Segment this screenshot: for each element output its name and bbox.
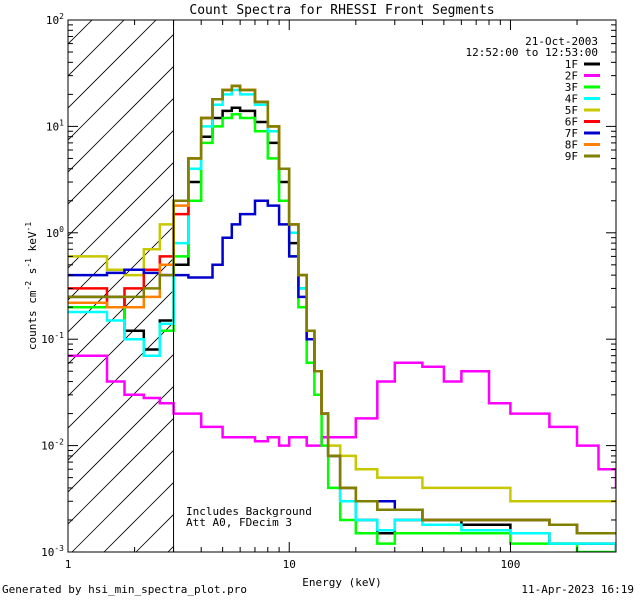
- hatch-line: [264, 0, 640, 552]
- series-4F: [68, 88, 616, 552]
- hatch-line: [68, 193, 174, 301]
- legend-label-7F: 7F: [565, 127, 578, 140]
- series-7F: [68, 199, 616, 535]
- y-tick-label: 102: [46, 12, 64, 27]
- x-tick-label: 10: [283, 558, 296, 571]
- y-tick-label: 10-3: [41, 544, 64, 559]
- hatch-line: [0, 0, 128, 552]
- x-tick-label: 1: [65, 558, 72, 571]
- hatch-line: [68, 20, 157, 109]
- series-5F: [68, 84, 616, 503]
- legend-label-3F: 3F: [565, 81, 578, 94]
- hatch-line: [68, 161, 174, 269]
- date-label: 21-Oct-2003: [525, 35, 598, 48]
- timestamp-text: 11-Apr-2023 16:19: [521, 583, 634, 596]
- legend-label-2F: 2F: [565, 70, 578, 83]
- series-layer: [68, 84, 616, 552]
- y-tick-label: 10-2: [41, 438, 64, 453]
- time-range-label: 12:52:00 to 12:53:00: [466, 46, 598, 59]
- y-tick-label: 100: [46, 225, 64, 240]
- hatch-line: [296, 0, 640, 552]
- hatch-line: [68, 417, 174, 525]
- hatch-line: [68, 385, 174, 493]
- hatch-line: [68, 20, 125, 77]
- hatched-region: [0, 0, 640, 552]
- hatch-line: [71, 449, 174, 552]
- hatch-line: [232, 0, 640, 552]
- legend-label-9F: 9F: [565, 150, 578, 163]
- legend-label-6F: 6F: [565, 116, 578, 129]
- x-tick-label: 100: [501, 558, 521, 571]
- series-2F: [68, 354, 616, 488]
- legend-label-1F: 1F: [565, 58, 578, 71]
- series-8F: [68, 84, 616, 535]
- legend-label-4F: 4F: [565, 93, 578, 106]
- hatch-line: [68, 225, 174, 333]
- legend-label-5F: 5F: [565, 104, 578, 117]
- y-tick-label: 101: [46, 118, 64, 133]
- hatch-line: [520, 0, 640, 552]
- hatch-line: [616, 0, 640, 552]
- legend-label-8F: 8F: [565, 139, 578, 152]
- hatch-line: [68, 33, 174, 141]
- plot-frame: [67, 19, 617, 553]
- series-9F: [68, 84, 616, 535]
- hatch-line: [68, 353, 174, 461]
- y-tick-label: 10-1: [41, 331, 64, 346]
- y-axis-label: counts cm-2 s-1 keV-1: [24, 222, 39, 350]
- chart-title: Count Spectra for RHESSI Front Segments: [189, 3, 494, 18]
- x-axis-label: Energy (keV): [302, 576, 381, 589]
- generated-by-text: Generated by hsi_min_spectra_plot.pro: [2, 583, 248, 596]
- series-3F: [68, 113, 616, 552]
- series-1F: [68, 106, 616, 552]
- annotation-attenuator: Att A0, FDecim 3: [186, 516, 292, 529]
- series-6F: [68, 84, 616, 535]
- axis-layer: 1 10 100 10-3 10-2 10-1 100 101 102: [41, 12, 617, 571]
- annotation-background: Includes Background: [186, 505, 312, 518]
